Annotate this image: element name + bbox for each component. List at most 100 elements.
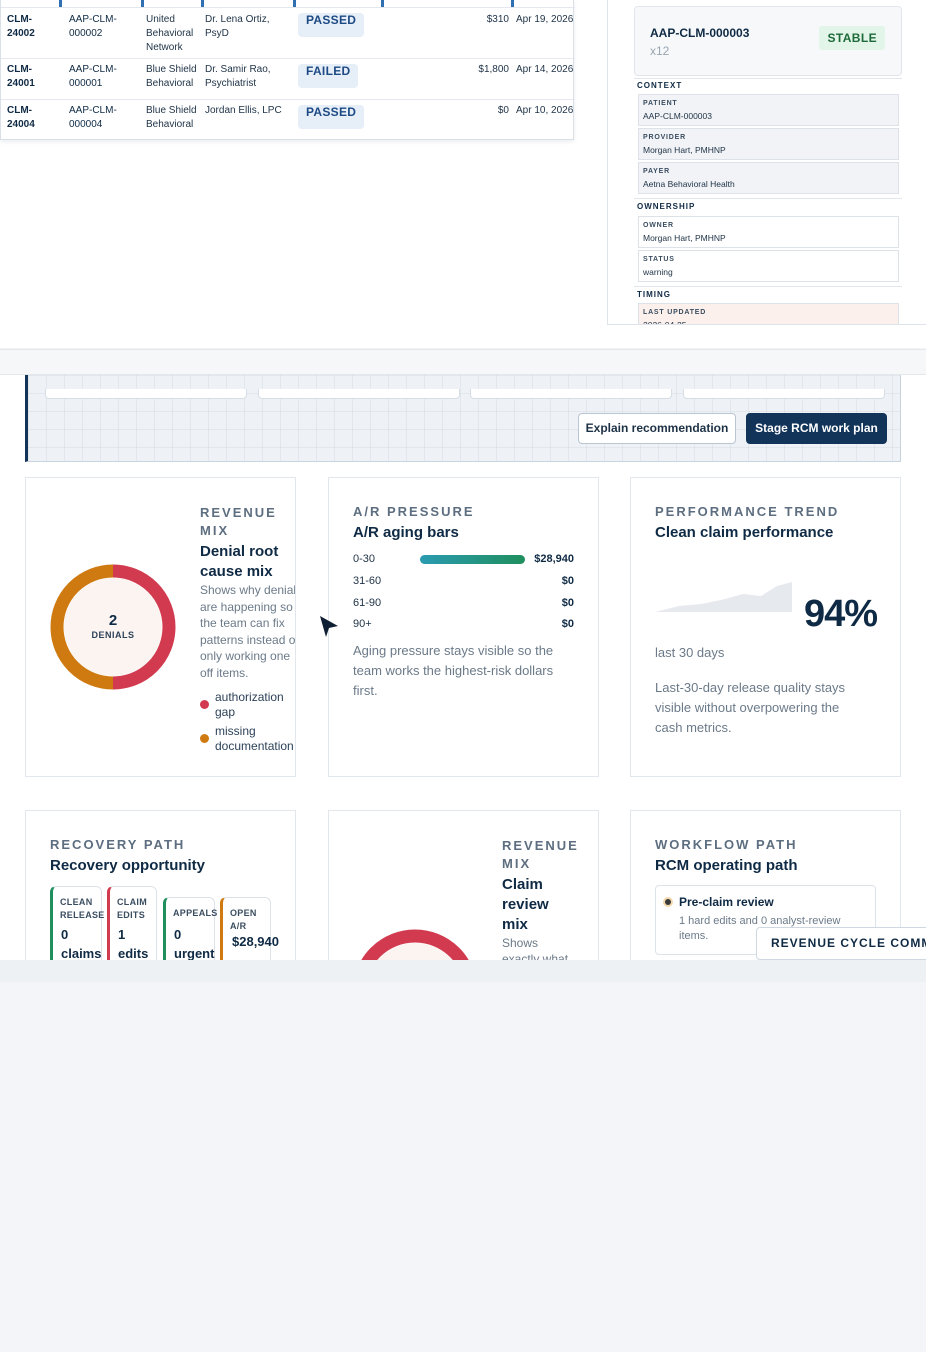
trend-sparkline (655, 582, 792, 612)
performance-trend-card: PERFORMANCE TREND Clean claim performanc… (630, 477, 901, 777)
claim-detail-panel: AAP-CLM-000003 x12 STABLE CONTEXT PATIEN… (607, 0, 926, 325)
table-row[interactable]: CLM-24001 AAP-CLM-000001 Blue Shield Beh… (1, 58, 575, 99)
detail-header: AAP-CLM-000003 x12 STABLE (634, 6, 902, 76)
donut-segment-authorization-gap (112, 564, 176, 690)
card-eyebrow: REVENUE MIX (502, 837, 579, 873)
recovery-appeals[interactable]: APPEALS 0 urgent (163, 897, 217, 960)
dashboard-main: Explain recommendation Stage RCM work pl… (0, 375, 926, 960)
aging-bucket-value: $0 (561, 575, 574, 587)
column-markers (1, 0, 575, 7)
title-line: mix (502, 916, 528, 933)
field-value: AAP-CLM-000003 (643, 111, 712, 121)
revenue-cycle-command-tag[interactable]: REVENUE CYCLE COMMAND (756, 927, 926, 960)
label-line: CLAIM (117, 897, 147, 907)
provider-name: Jordan Ellis, LPC (205, 105, 282, 116)
aging-bucket-value: $0 (561, 597, 574, 609)
value-line: 0 (61, 927, 69, 942)
ar-aging-card: A/R PRESSURE A/R aging bars 0-30 $28,940… (328, 477, 599, 777)
legend-line: documentation (215, 739, 294, 753)
claim-review-mix-card: REVENUE MIX Claim review mix Shows exact… (328, 810, 599, 960)
desc-line: visible without overpowering the (655, 700, 840, 715)
field-value: warning (643, 267, 673, 277)
recovery-opportunity-card: RECOVERY PATH Recovery opportunity CLEAN… (25, 810, 296, 960)
field-label: PROVIDER (643, 134, 686, 141)
desc-line: Aging pressure stays visible so the (353, 643, 554, 658)
box-value: 1 edits (118, 925, 148, 960)
claim-date: Apr 14, 2026 (516, 64, 574, 75)
step-status-dot (665, 899, 671, 905)
box-value: 0 urgent (174, 925, 214, 960)
stage-work-plan-button[interactable]: Stage RCM work plan (746, 413, 887, 444)
card-description: Shows exactly what (502, 935, 568, 960)
aging-bar-0-30 (420, 555, 525, 564)
legend-item: missing documentation (215, 724, 294, 754)
claim-mix-donut-chart (361, 929, 469, 960)
desc-line: patterns instead of (200, 632, 296, 647)
metric-chip (470, 389, 672, 399)
field-label: OWNER (643, 222, 674, 229)
claim-amount: $0 (497, 105, 509, 116)
value-line: $28,940 (232, 934, 279, 949)
donut-center (64, 578, 162, 676)
recommendation-banner: Explain recommendation Stage RCM work pl… (25, 375, 901, 462)
field-label: STATUS (643, 256, 675, 263)
top-area: CLM-24002 AAP-CLM-000002 United Behavior… (0, 0, 926, 348)
card-title: A/R aging bars (353, 524, 459, 541)
eyebrow-line: MIX (502, 856, 532, 871)
desc-line: Shows why denials (200, 583, 296, 597)
case-id: AAP-CLM-000001 (69, 64, 117, 89)
label-line: CLEAN (60, 897, 93, 907)
recovery-open-ar[interactable]: OPEN A/R $28,940 (220, 897, 279, 960)
field-value: Morgan Hart, PMHNP (643, 233, 726, 243)
field-value: Aetna Behavioral Health (643, 179, 735, 189)
denials-label: DENIALS (91, 630, 135, 640)
step-title: Pre-claim review (679, 895, 774, 909)
explain-recommendation-button[interactable]: Explain recommendation (578, 413, 736, 444)
value-line: edits (118, 946, 149, 960)
field-payer: PAYER Aetna Behavioral Health (638, 162, 899, 194)
value-line: claims (61, 946, 102, 960)
aging-bucket-label: 90+ (353, 618, 372, 630)
provider-name: Dr. Samir Rao, Psychiatrist (205, 64, 271, 89)
card-eyebrow: WORKFLOW PATH (655, 837, 798, 852)
recovery-clean-release[interactable]: CLEAN RELEASE 0 claims (50, 886, 105, 960)
desc-line: Last-30-day release quality stays (655, 680, 846, 695)
aging-bucket-label: 0-30 (353, 553, 376, 565)
payer-name: United Behavioral Network (146, 14, 194, 53)
desc-line: first. (353, 683, 378, 698)
legend-item: authorization gap (215, 690, 284, 720)
box-label: OPEN A/R (230, 907, 270, 933)
aging-bucket-label: 61-90 (353, 597, 382, 609)
divider (634, 78, 902, 79)
divider (634, 198, 902, 199)
legend-line: authorization (215, 690, 284, 704)
status-badge: PASSED (298, 105, 365, 129)
section-label-timing: TIMING (637, 290, 671, 299)
recovery-claim-edits[interactable]: CLAIM EDITS 1 edits (107, 886, 157, 960)
table-row[interactable]: CLM-24004 AAP-CLM-000004 Blue Shield Beh… (1, 99, 575, 139)
field-label: PATIENT (643, 100, 678, 107)
field-owner: OWNER Morgan Hart, PMHNP (638, 216, 899, 248)
box-label: CLEAN RELEASE (60, 896, 105, 922)
card-eyebrow: RECOVERY PATH (50, 837, 186, 852)
value-line: urgent (174, 946, 215, 960)
aging-bucket-value: $0 (561, 618, 574, 630)
step-description: 1 hard edits and 0 analyst-review items. (679, 915, 841, 942)
title-line: Denial root (200, 543, 279, 560)
claim-id[interactable]: CLM-24002 (7, 14, 35, 39)
claim-id[interactable]: CLM-24004 (7, 105, 35, 130)
donut-segment-missing-documentation (50, 564, 114, 690)
table-row[interactable]: CLM-24002 AAP-CLM-000002 United Behavior… (1, 7, 575, 58)
desc-line: are happening so (200, 599, 293, 614)
payer-name: Blue Shield Behavioral (146, 64, 197, 89)
aging-bucket-value: $28,940 (534, 553, 574, 565)
clean-claim-rate: 94% (803, 593, 878, 635)
card-title: Clean claim performance (655, 524, 834, 541)
status-badge: PASSED (298, 13, 365, 37)
card-title: Claim review mix (502, 875, 549, 935)
legend-line: gap (215, 705, 236, 719)
card-description: Shows why denials are happening so the t… (200, 582, 296, 681)
claim-amount: $310 (486, 14, 509, 25)
payer-name: Blue Shield Behavioral (146, 105, 197, 130)
claim-id[interactable]: CLM-24001 (7, 64, 35, 89)
